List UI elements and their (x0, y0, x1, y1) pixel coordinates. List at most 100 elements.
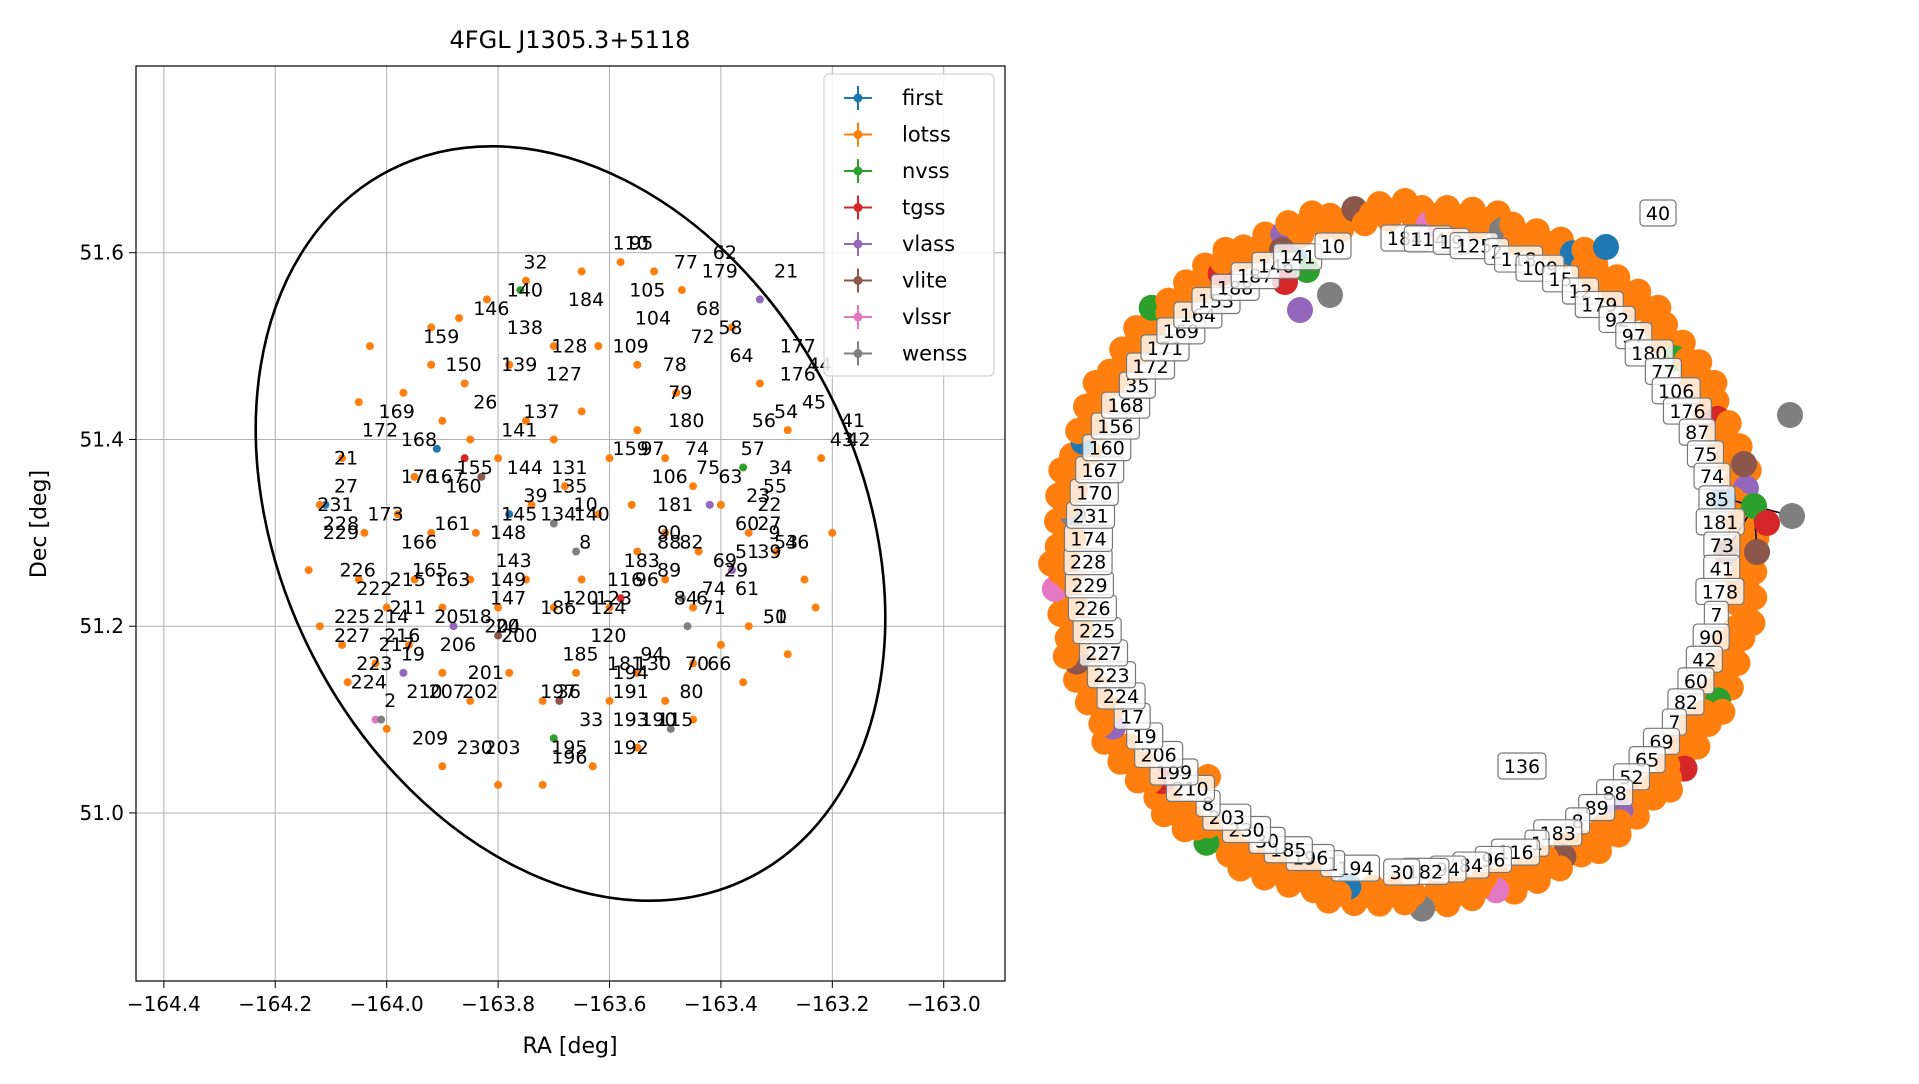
point-lotss (393, 510, 402, 519)
graph-node (1731, 451, 1757, 477)
point-lotss (466, 575, 475, 584)
source-label: 34 (768, 457, 792, 479)
source-label: 33 (579, 709, 603, 731)
graph-label-box (1639, 199, 1677, 227)
source-label: 139 (501, 354, 537, 376)
point-lotss (304, 566, 313, 575)
point-lotss (338, 640, 347, 649)
point-lotss (661, 575, 670, 584)
graph-node (1754, 510, 1780, 536)
point-lotss (466, 435, 475, 444)
localization-ellipse (254, 144, 887, 903)
source-label: 130 (635, 653, 671, 675)
point-lotss (817, 454, 826, 463)
point-lotss (382, 603, 391, 612)
point-lotss (549, 435, 558, 444)
source-label: 140 (574, 504, 610, 526)
source-label: 80 (679, 681, 703, 703)
source-label: 141 (501, 419, 537, 441)
x-axis-ticks: −164.4 −164.2 −164.0 −163.8 −163.6 −163.4 −163… (127, 981, 981, 1016)
source-label: 29 (724, 560, 748, 582)
graph-node-label: 90 (1699, 627, 1723, 649)
point-lotss (677, 286, 686, 295)
point-lotss (716, 640, 725, 649)
legend-marker (853, 239, 863, 249)
source-label: 192 (612, 737, 648, 759)
point-lotss (494, 454, 503, 463)
graph-node (1779, 503, 1805, 529)
source-label: 181 (657, 494, 693, 516)
source-label: 194 (612, 662, 648, 684)
source-label: 176 (401, 466, 437, 488)
source-label: 215 (390, 569, 426, 591)
graph-node-label: 141 (1279, 247, 1315, 269)
graph-node-label: 225 (1079, 621, 1115, 643)
source-label: 106 (651, 466, 687, 488)
source-label: 184 (568, 289, 604, 311)
point-vlass (728, 566, 737, 575)
point-lotss (360, 528, 369, 537)
legend-marker (853, 203, 863, 212)
source-label: 202 (462, 681, 498, 703)
point-first (432, 444, 441, 453)
source-label: 43 (830, 429, 854, 451)
point-lotss (338, 454, 347, 463)
source-label: 72 (690, 326, 714, 348)
point-lotss (482, 295, 491, 304)
source-label: 216 (384, 625, 420, 647)
point-vlass (755, 295, 764, 304)
source-label: 74 (702, 578, 726, 600)
point-tgss (616, 594, 625, 603)
source-label: 224 (351, 672, 387, 694)
error-ellipse (254, 144, 887, 903)
x-tick-label: −163.6 (572, 992, 646, 1016)
point-lotss (494, 780, 503, 789)
source-label: 230 (457, 737, 493, 759)
source-label: 197 (540, 681, 576, 703)
legend-entry: lotss (902, 123, 951, 147)
source-label: 186 (540, 597, 576, 619)
point-lotss (354, 398, 363, 407)
point-wenss (677, 594, 686, 603)
point-lotss (744, 622, 753, 631)
point-lotss (354, 575, 363, 584)
point-lotss (527, 500, 536, 509)
graph-node (1287, 297, 1313, 323)
point-lotss (616, 258, 625, 267)
source-label: 210 (406, 681, 442, 703)
point-vlssr (371, 715, 380, 724)
graph-node-label: 223 (1093, 665, 1129, 687)
y-axis-ticks: 51.0 51.2 51.4 51.6 (79, 241, 136, 825)
point-lotss (438, 762, 447, 771)
chart-title: 4FGL J1305.3+5118 (450, 26, 691, 54)
point-lotss (672, 388, 681, 397)
source-label: 116 (607, 569, 643, 591)
graph-node-label: 85 (1705, 489, 1729, 511)
x-tick-label: −164.2 (238, 992, 312, 1016)
point-lotss (399, 388, 408, 397)
x-tick-label: −163.0 (907, 992, 981, 1016)
graph-node-label: 125 (1456, 236, 1492, 258)
source-points (304, 258, 837, 789)
source-label: 89 (657, 560, 681, 582)
point-lotss (772, 547, 781, 556)
source-label: 203 (484, 737, 520, 759)
source-label: 123 (596, 588, 632, 610)
point-lotss (633, 668, 642, 677)
source-label: 21 (334, 447, 358, 469)
point-lotss (410, 472, 419, 481)
graph-node-label: 40 (1646, 203, 1670, 225)
source-label: 120 (590, 625, 626, 647)
graph-node-label: 10 (1321, 236, 1345, 258)
point-lotss (689, 603, 698, 612)
graph-label-box (1497, 752, 1547, 780)
legend-entry: tgss (902, 196, 945, 220)
source-label: 226 (340, 560, 376, 582)
point-lotss (427, 528, 436, 537)
legend-marker (853, 93, 863, 103)
source-label: 8 (579, 532, 591, 554)
source-label: 32 (523, 251, 547, 273)
source-label: 225 (334, 606, 370, 628)
graph-node-label: 30 (1390, 862, 1414, 884)
